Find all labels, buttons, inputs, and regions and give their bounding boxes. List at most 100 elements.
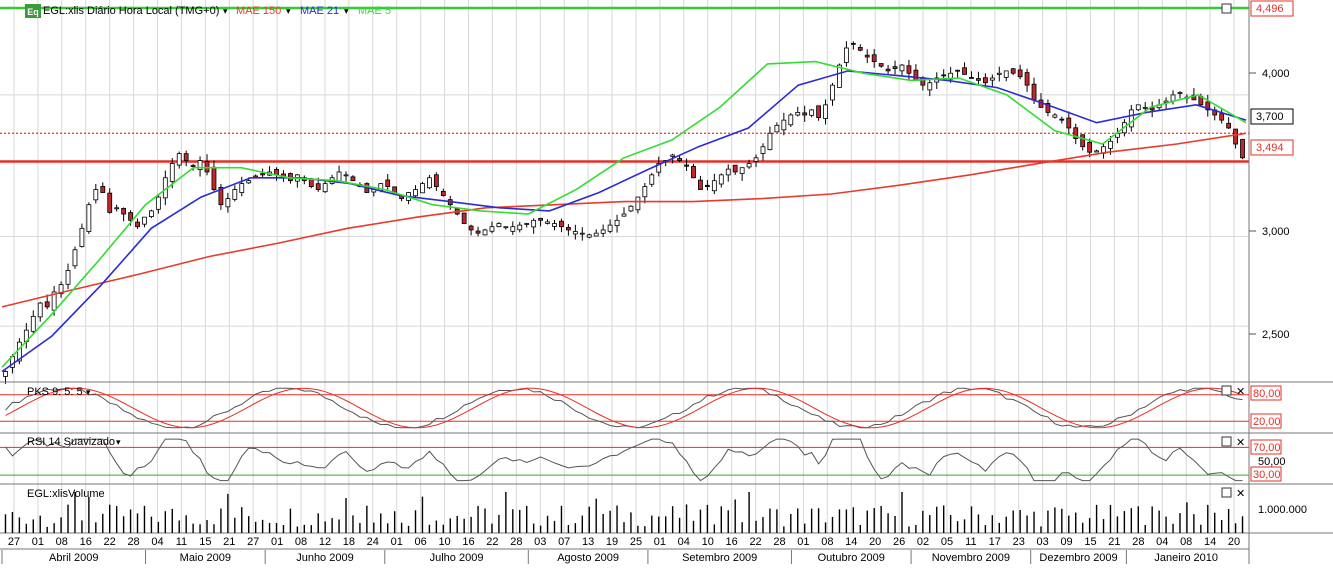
candle-body xyxy=(413,189,418,197)
date-tick-label: 14 xyxy=(845,536,857,548)
equity-icon-label: Eq xyxy=(27,7,39,17)
rsi-dropdown-icon[interactable]: ▾ xyxy=(116,437,121,447)
date-tick-label: 10 xyxy=(702,536,714,548)
candle-body xyxy=(149,210,154,218)
close-icon[interactable]: ✕ xyxy=(1236,488,1245,500)
candle-body xyxy=(774,124,780,133)
indicator-dropdown-icon[interactable]: ▾ xyxy=(344,6,349,16)
indicator-mae5-label[interactable]: MAE 5 xyxy=(358,5,391,17)
date-tick-label: 01 xyxy=(797,536,809,548)
candle-body xyxy=(1128,109,1134,128)
date-tick-label: 09 xyxy=(1060,536,1072,548)
candle-body xyxy=(1087,141,1093,153)
candle-body xyxy=(1226,122,1232,129)
candle-body xyxy=(211,166,217,190)
candle-body xyxy=(843,47,849,63)
date-tick-label: 28 xyxy=(510,536,522,548)
candle-body xyxy=(718,174,724,185)
symbol-title[interactable]: EGL:xlis Diário Hora Local (TMG+0) xyxy=(43,5,219,17)
indicator-mae21-label[interactable]: MAE 21 xyxy=(300,5,339,17)
candle-body xyxy=(538,218,544,221)
candle-body xyxy=(566,226,571,231)
candle-body xyxy=(809,109,815,116)
candle-body xyxy=(635,196,641,211)
candle-body xyxy=(586,234,592,238)
date-tick-label: 14 xyxy=(1204,536,1216,548)
candle-body xyxy=(885,68,891,72)
equity-icon[interactable] xyxy=(25,4,41,18)
month-label: Novembro 2009 xyxy=(932,552,1010,564)
title-dropdown-icon[interactable]: ▾ xyxy=(223,6,228,16)
date-tick-label: 16 xyxy=(462,536,474,548)
candle-body xyxy=(1135,104,1141,111)
pks-d-line xyxy=(5,387,1243,429)
candle-body xyxy=(440,190,446,196)
date-tick-label: 01 xyxy=(391,536,403,548)
candle-body xyxy=(621,213,627,217)
candle-body xyxy=(100,186,106,193)
price-panel[interactable] xyxy=(0,6,1249,384)
marker-box-high xyxy=(1250,0,1294,17)
candle-body xyxy=(781,119,787,131)
candle-body xyxy=(190,165,196,167)
candle-body xyxy=(489,226,495,232)
rsi-title[interactable]: RSI 14 Suavizado xyxy=(27,436,115,448)
rsi-panel[interactable] xyxy=(0,438,1249,482)
maximize-icon[interactable] xyxy=(1221,3,1232,14)
rsi-level-70: 70,00 xyxy=(1253,442,1281,454)
candle-body xyxy=(823,104,828,119)
candle-body xyxy=(239,183,245,193)
pks-level-80: 80,00 xyxy=(1253,388,1281,400)
pks-title[interactable]: PKS 9: 5: 5 xyxy=(27,386,83,398)
candle-body xyxy=(1080,134,1086,148)
close-icon[interactable]: ✕ xyxy=(1236,386,1245,398)
volume-panel[interactable] xyxy=(4,492,1244,533)
pks-dropdown-icon[interactable]: ▾ xyxy=(86,387,91,397)
candle-body xyxy=(788,114,794,126)
date-tick-label: 26 xyxy=(893,536,905,548)
candle-body xyxy=(1205,101,1211,111)
candle-body xyxy=(225,198,231,208)
candle-body xyxy=(524,223,530,225)
candle-body xyxy=(468,225,474,231)
date-tick-label: 08 xyxy=(56,536,68,548)
candle-body xyxy=(607,224,613,232)
date-tick-label: 11 xyxy=(965,536,976,548)
date-tick-label: 08 xyxy=(821,536,833,548)
pks-panel[interactable] xyxy=(0,387,1249,429)
candle-body xyxy=(996,72,1002,75)
candle-body xyxy=(642,186,648,198)
date-tick-label: 27 xyxy=(8,536,20,548)
marker-box-low xyxy=(1250,139,1294,156)
maximize-icon[interactable] xyxy=(1221,487,1232,498)
rsi-line xyxy=(5,438,1243,482)
close-icon[interactable]: ✕ xyxy=(1236,437,1245,449)
candle-body xyxy=(837,64,842,88)
indicator-dropdown-icon[interactable]: ▾ xyxy=(286,6,291,16)
candle-body xyxy=(1233,128,1238,145)
indicator-mae150-label[interactable]: MAE 150 xyxy=(236,5,281,17)
date-tick-label: 04 xyxy=(151,536,163,548)
volume-title[interactable]: EGL:xlisVolume xyxy=(27,488,105,500)
month-label: Junho 2009 xyxy=(296,552,354,564)
date-tick-label: 01 xyxy=(32,536,44,548)
date-tick-label: 16 xyxy=(80,536,92,548)
candle-body xyxy=(475,230,481,234)
date-tick-label: 21 xyxy=(1108,536,1120,548)
candle-body xyxy=(955,69,960,72)
date-tick-label: 23 xyxy=(1013,536,1025,548)
candle-body xyxy=(503,226,509,229)
maximize-icon[interactable] xyxy=(1221,436,1232,447)
candle-body xyxy=(128,212,133,221)
candle-body xyxy=(1163,100,1169,103)
candle-body xyxy=(1219,113,1225,121)
maximize-icon[interactable] xyxy=(1221,385,1232,396)
price-tick: 4,000 xyxy=(1262,68,1290,80)
candle-body xyxy=(315,183,321,190)
marker-label-high: 4,496 xyxy=(1256,3,1284,15)
candle-body xyxy=(1066,117,1072,129)
candle-body xyxy=(698,179,703,190)
date-tick-label: 28 xyxy=(773,536,785,548)
